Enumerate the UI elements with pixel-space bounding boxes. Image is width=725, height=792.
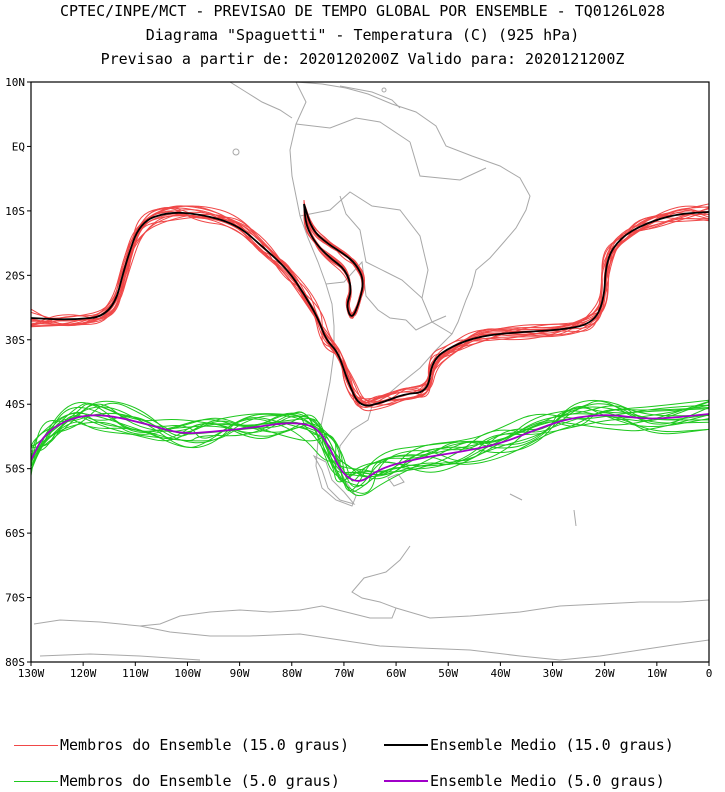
lat-tick-label: EQ	[12, 140, 25, 153]
lat-tick-label: 50S	[5, 463, 25, 476]
south-georgia	[509, 493, 523, 501]
ensemble-member-5-contour	[31, 400, 709, 473]
falklands-coastline	[387, 473, 405, 487]
ensemble-member-5-contour	[31, 414, 709, 497]
south-sandwich	[573, 509, 577, 527]
legend-mean-5: Ensemble Medio (5.0 graus)	[384, 772, 665, 790]
ensemble-member-5-contour	[31, 399, 709, 482]
antarctic-coastline	[33, 619, 709, 661]
country-border	[299, 191, 429, 299]
ensemble-member-15-contour	[31, 210, 709, 406]
ensemble-member-15-contour	[31, 206, 709, 404]
lon-tick-label: 0	[706, 667, 713, 680]
legend-members-5: Membros do Ensemble (5.0 graus)	[14, 772, 340, 790]
ensemble-member-15-contour	[31, 205, 709, 405]
weddell-coastline	[395, 599, 709, 619]
lon-tick-label: 20W	[595, 667, 615, 680]
island	[381, 87, 387, 93]
legend-swatch-mean-5	[384, 780, 428, 782]
lon-tick-label: 40W	[490, 667, 510, 680]
lon-tick-label: 130W	[18, 667, 45, 680]
antarctic-peninsula-coastline	[139, 545, 411, 627]
chart-subtitle: Diagrama "Spaguetti" - Temperatura (C) (…	[145, 26, 580, 44]
lon-tick-label: 60W	[386, 667, 406, 680]
legend-label-members-5: Membros do Ensemble (5.0 graus)	[60, 772, 340, 790]
lon-tick-label: 90W	[230, 667, 250, 680]
lon-tick-label: 10W	[647, 667, 667, 680]
lon-tick-label: 70W	[334, 667, 354, 680]
lon-tick-label: 30W	[543, 667, 563, 680]
lon-tick-label: 120W	[70, 667, 97, 680]
chart-title: CPTEC/INPE/MCT - PREVISAO DE TEMPO GLOBA…	[59, 2, 666, 20]
antarctic-coastline	[39, 653, 201, 661]
map-frame	[30, 81, 710, 663]
lon-tick-label: 100W	[174, 667, 201, 680]
lon-tick-label: 50W	[438, 667, 458, 680]
lat-tick-label: 40S	[5, 398, 25, 411]
lat-tick-label: 10N	[5, 76, 25, 89]
legend-label-mean-5: Ensemble Medio (5.0 graus)	[430, 772, 665, 790]
legend-swatch-mean-15	[384, 744, 428, 746]
ensemble-member-5-contour	[31, 400, 709, 492]
ensemble-member-5-contour	[31, 399, 709, 478]
ensemble-mean-15-contour	[31, 211, 709, 407]
country-border	[405, 315, 447, 331]
country-border	[339, 195, 453, 335]
lat-tick-label: 30S	[5, 334, 25, 347]
country-border	[295, 117, 411, 143]
ensemble-mean-15-contour	[303, 203, 364, 317]
chart-date-line: Previsao a partir de: 2020120200Z Valido…	[100, 50, 625, 68]
caribbean-coastline	[339, 85, 401, 109]
legend-members-15: Membros do Ensemble (15.0 graus)	[14, 736, 349, 754]
central-america-coastline	[229, 82, 293, 119]
lat-tick-label: 10S	[5, 205, 25, 218]
ensemble-member-5-contour	[31, 402, 709, 480]
lat-tick-label: 20S	[5, 269, 25, 282]
lat-tick-label: 70S	[5, 592, 25, 605]
ensemble-member-15-contour	[31, 213, 709, 404]
ensemble-member-5-contour	[31, 401, 709, 480]
island	[232, 148, 240, 156]
legend-label-mean-15: Ensemble Medio (15.0 graus)	[430, 736, 674, 754]
lon-tick-label: 80W	[282, 667, 302, 680]
tierra-del-fuego-coastline	[312, 454, 356, 505]
legend-mean-15: Ensemble Medio (15.0 graus)	[384, 736, 674, 754]
ensemble-mean-5-contour	[31, 413, 709, 482]
ensemble-member-15-contour	[31, 205, 709, 405]
legend-label-members-15: Membros do Ensemble (15.0 graus)	[60, 736, 349, 754]
lat-tick-label: 80S	[5, 656, 25, 669]
lon-tick-label: 110W	[122, 667, 149, 680]
south-america-coastline	[289, 82, 531, 507]
country-border	[409, 141, 487, 181]
lat-tick-label: 60S	[5, 527, 25, 540]
ensemble-member-15-contour	[31, 205, 709, 408]
legend-swatch-members-5	[14, 780, 58, 782]
legend-swatch-members-15	[14, 744, 58, 746]
coastline-layer	[33, 82, 709, 661]
country-border	[325, 260, 407, 321]
